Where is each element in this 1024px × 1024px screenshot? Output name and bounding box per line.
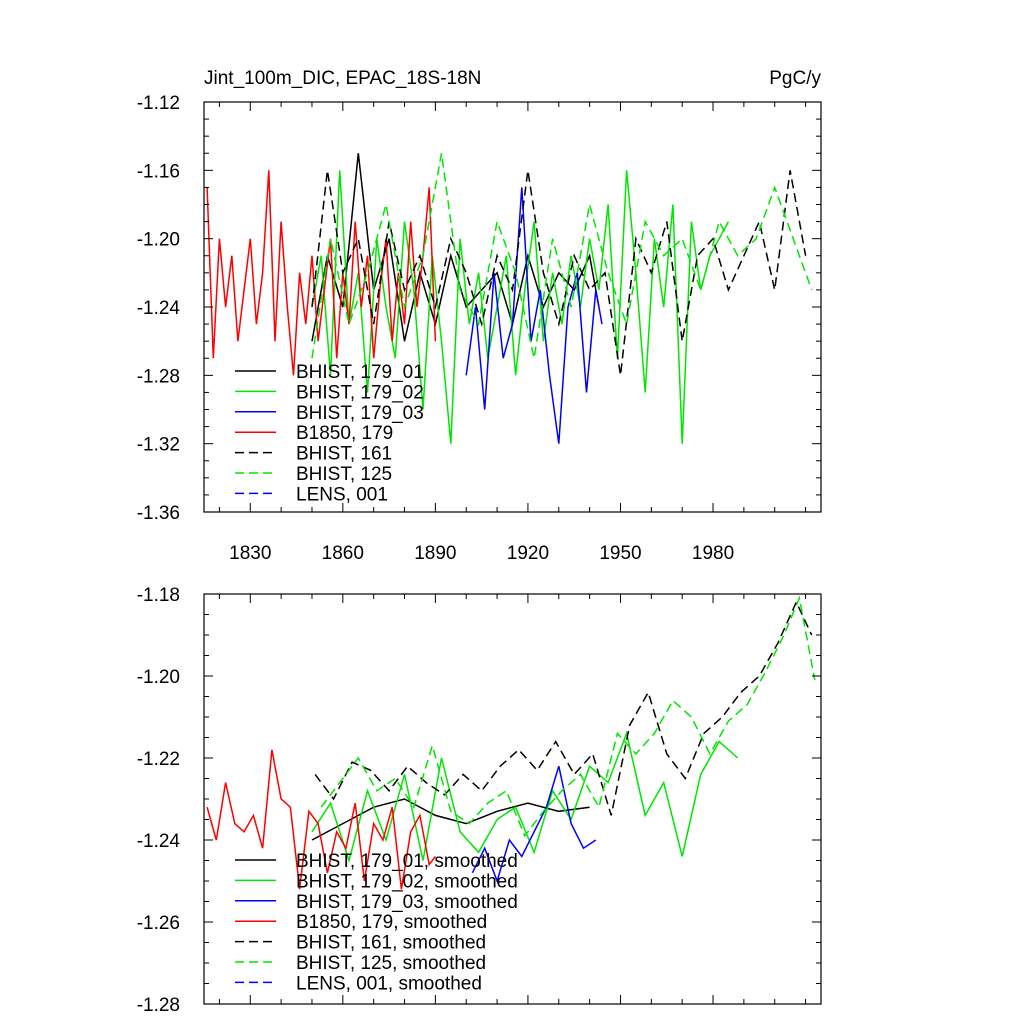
series-line-0 [311, 798, 590, 841]
y-tick-label: -1.12 [137, 93, 180, 114]
y-tick-label: -1.26 [137, 913, 180, 934]
legend-label: BHIST, 179_02 [296, 382, 424, 403]
units-label: PgC/y [769, 68, 821, 89]
legend-label: BHIST, 125, smoothed [296, 953, 486, 974]
series-line-3 [206, 749, 436, 890]
series-group [206, 153, 813, 444]
y-tick-label: -1.20 [137, 667, 180, 688]
x-tick-label: 1980 [692, 543, 734, 564]
legend-label: B1850, 179, smoothed [296, 912, 487, 933]
legend-label: BHIST, 179_03 [296, 403, 424, 424]
y-tick-label: -1.16 [137, 161, 180, 182]
series-line-4 [311, 170, 807, 376]
legend-label: BHIST, 179_02, smoothed [296, 871, 518, 892]
y-tick-label: -1.24 [137, 831, 181, 852]
top-panel: Jint_100m_DIC, EPAC_18S-18N PgC/y -1.36-… [137, 68, 822, 564]
series-line-5 [311, 153, 813, 359]
legend-label: BHIST, 179_01 [296, 362, 424, 383]
y-tick-label: -1.22 [137, 749, 180, 770]
legend-label: BHIST, 125 [296, 464, 392, 485]
series-line-2 [471, 765, 597, 884]
legend-label: BHIST, 179_01, smoothed [296, 851, 518, 872]
y-tick-label: -1.20 [137, 230, 180, 251]
series-line-3 [206, 170, 437, 376]
series-line-4 [314, 600, 813, 816]
axes-group: -1.28 -1.26 -1.24 -1.22 -1.20 -1.18 [137, 585, 822, 1016]
series-line-5 [320, 595, 816, 838]
legend-label: LENS, 001 [296, 484, 388, 505]
legend-label: BHIST, 179_03, smoothed [296, 892, 518, 913]
x-tick-label: 1890 [414, 543, 456, 564]
x-tick-label: 1830 [229, 543, 271, 564]
chart-title: Jint_100m_DIC, EPAC_18S-18N [204, 68, 481, 89]
y-tick-label: -1.18 [137, 585, 180, 606]
bottom-panel: -1.28 -1.26 -1.24 -1.22 -1.20 -1.18 BHIST, 17… [137, 585, 822, 1016]
x-tick-label: 1860 [322, 543, 364, 564]
legend-label: B1850, 179 [296, 423, 393, 444]
axes-group: -1.36 -1.32 -1.28 -1.24 -1.20 -1.16 -1.12 1830 1… [137, 93, 822, 564]
y-tick-label: -1.24 [137, 298, 181, 319]
series-group [206, 595, 816, 890]
x-tick-label: 1950 [599, 543, 641, 564]
series-line-2 [465, 187, 603, 444]
y-tick-label: -1.32 [137, 435, 180, 456]
y-tick-label: -1.28 [137, 995, 180, 1016]
legend-label: BHIST, 161 [296, 444, 392, 465]
y-tick-label: -1.28 [137, 366, 180, 387]
series-line-1 [311, 730, 739, 864]
y-tick-label: -1.36 [137, 503, 180, 524]
x-tick-label: 1920 [507, 543, 549, 564]
legend-label: BHIST, 161, smoothed [296, 933, 486, 954]
legend-label: LENS, 001, smoothed [296, 973, 482, 994]
